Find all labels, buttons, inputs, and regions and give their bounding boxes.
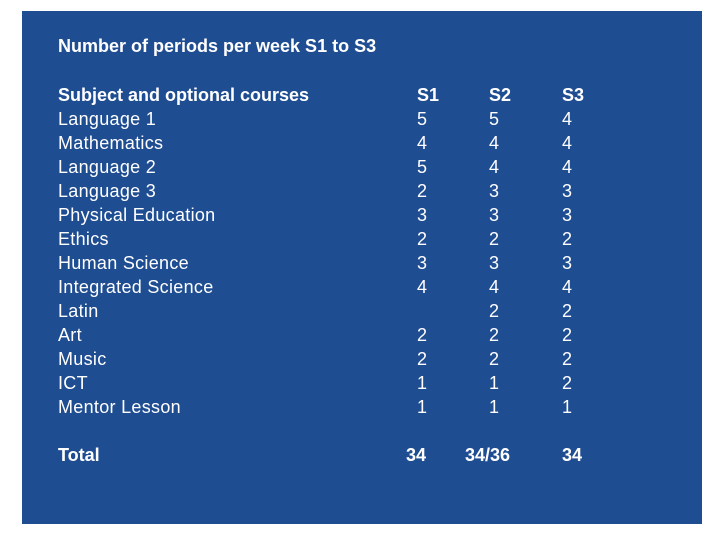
table-row: Integrated Science 4 4 4	[58, 275, 678, 299]
row-s2: 2	[489, 301, 500, 321]
row-s3: 4	[562, 277, 573, 297]
row-subject: Latin	[58, 301, 99, 321]
row-s3: 4	[562, 109, 573, 129]
total-label: Total	[58, 445, 100, 465]
total-s2: 34/36	[465, 445, 511, 465]
row-s1: 5	[417, 157, 428, 177]
row-s1: 2	[417, 181, 428, 201]
row-s1: 1	[417, 373, 428, 393]
row-subject: Music	[58, 349, 107, 369]
row-s2: 2	[489, 349, 500, 369]
table-title: Number of periods per week S1 to S3	[58, 36, 377, 56]
table-row: ICT 1 1 2	[58, 371, 678, 395]
table-row: Language 2 5 4 4	[58, 155, 678, 179]
header-s3: S3	[562, 85, 585, 105]
row-s3: 3	[562, 205, 573, 225]
row-s3: 2	[562, 301, 573, 321]
row-s1: 2	[417, 325, 428, 345]
row-s2: 2	[489, 325, 500, 345]
row-subject: Physical Education	[58, 205, 216, 225]
row-subject: Language 2	[58, 157, 157, 177]
table-row: Mentor Lesson 1 1 1	[58, 395, 678, 419]
row-s1: 4	[417, 133, 428, 153]
row-s3: 4	[562, 133, 573, 153]
row-s1: 1	[417, 397, 428, 417]
total-s3: 34	[562, 445, 583, 465]
row-s2: 3	[489, 253, 500, 273]
header-s1: S1	[417, 85, 440, 105]
row-s2: 1	[489, 373, 500, 393]
row-s3: 2	[562, 325, 573, 345]
table-row: Physical Education 3 3 3	[58, 203, 678, 227]
row-s1: 3	[417, 253, 428, 273]
table-total-row: Total 34 34/36 34	[58, 443, 678, 467]
table-row: Mathematics 4 4 4	[58, 131, 678, 155]
row-s3: 1	[562, 397, 573, 417]
row-s2: 4	[489, 133, 500, 153]
row-subject: Integrated Science	[58, 277, 214, 297]
table-row: Ethics 2 2 2	[58, 227, 678, 251]
row-s3: 3	[562, 253, 573, 273]
periods-panel: Number of periods per week S1 to S3 Subj…	[22, 11, 702, 524]
header-s2: S2	[489, 85, 512, 105]
row-s1: 2	[417, 229, 428, 249]
row-subject: Human Science	[58, 253, 189, 273]
row-subject: Language 3	[58, 181, 157, 201]
row-s1: 5	[417, 109, 428, 129]
row-s2: 5	[489, 109, 500, 129]
row-s3: 2	[562, 373, 573, 393]
row-s1: 2	[417, 349, 428, 369]
row-s3: 2	[562, 229, 573, 249]
row-s2: 4	[489, 157, 500, 177]
table-row: Human Science 3 3 3	[58, 251, 678, 275]
row-subject: Language 1	[58, 109, 157, 129]
row-s1: 4	[417, 277, 428, 297]
header-subject: Subject and optional courses	[58, 85, 310, 105]
row-subject: Ethics	[58, 229, 109, 249]
row-s2: 3	[489, 181, 500, 201]
table-header-row: Subject and optional courses S1 S2 S3	[58, 83, 678, 107]
row-subject: Mathematics	[58, 133, 164, 153]
row-s2: 1	[489, 397, 500, 417]
row-s2: 4	[489, 277, 500, 297]
total-s1: 34	[406, 445, 427, 465]
row-s2: 2	[489, 229, 500, 249]
row-subject: Mentor Lesson	[58, 397, 181, 417]
row-s3: 4	[562, 157, 573, 177]
row-s1: 3	[417, 205, 428, 225]
row-subject: ICT	[58, 373, 88, 393]
row-s2: 3	[489, 205, 500, 225]
table-row: Language 1 5 5 4	[58, 107, 678, 131]
row-subject: Art	[58, 325, 82, 345]
row-s3: 3	[562, 181, 573, 201]
table-row: Latin 2 2	[58, 299, 678, 323]
table-row: Music 2 2 2	[58, 347, 678, 371]
table-row: Language 3 2 3 3	[58, 179, 678, 203]
row-s3: 2	[562, 349, 573, 369]
table-row: Art 2 2 2	[58, 323, 678, 347]
